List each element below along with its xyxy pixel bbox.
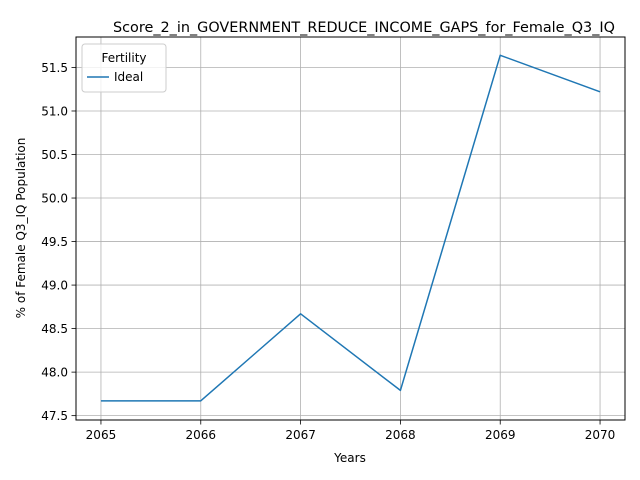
- plot-area-frame: [75, 36, 626, 421]
- y-axis-label: % of Female Q3_IQ Population: [14, 138, 28, 319]
- x-tick-label: 2067: [285, 428, 316, 442]
- x-tick-label: 2070: [585, 428, 616, 442]
- legend-box: [81, 43, 167, 93]
- legend-title: Fertility: [101, 51, 146, 65]
- series-line-ideal: [100, 54, 601, 402]
- y-tick-label: 50.0: [41, 191, 68, 205]
- chart-title: Score_2_in_GOVERNMENT_REDUCE_INCOME_GAPS…: [113, 20, 615, 36]
- y-tick-label: 48.0: [41, 365, 68, 379]
- legend-label-ideal: Ideal: [114, 70, 143, 84]
- x-tick-label: 2069: [485, 428, 516, 442]
- x-tick-label: 2068: [385, 428, 416, 442]
- x-axis: 2065 2066 2067 2068 2069 2070: [86, 420, 616, 442]
- grid: [76, 37, 625, 420]
- y-tick-label: 51.5: [41, 61, 68, 75]
- y-tick-label: 47.5: [41, 409, 68, 423]
- legend: Fertility Ideal: [81, 43, 167, 93]
- y-axis: 47.5 48.0 48.5 49.0 49.5 50.0 50.5 51.0 51.5: [41, 61, 76, 423]
- series-group: [100, 54, 601, 402]
- x-axis-label: Years: [333, 451, 366, 465]
- y-tick-label: 50.5: [41, 148, 68, 162]
- y-tick-label: 49.5: [41, 235, 68, 249]
- x-tick-label: 2066: [185, 428, 216, 442]
- y-tick-label: 49.0: [41, 278, 68, 292]
- y-tick-label: 48.5: [41, 322, 68, 336]
- y-tick-label: 51.0: [41, 104, 68, 118]
- x-tick-label: 2065: [86, 428, 117, 442]
